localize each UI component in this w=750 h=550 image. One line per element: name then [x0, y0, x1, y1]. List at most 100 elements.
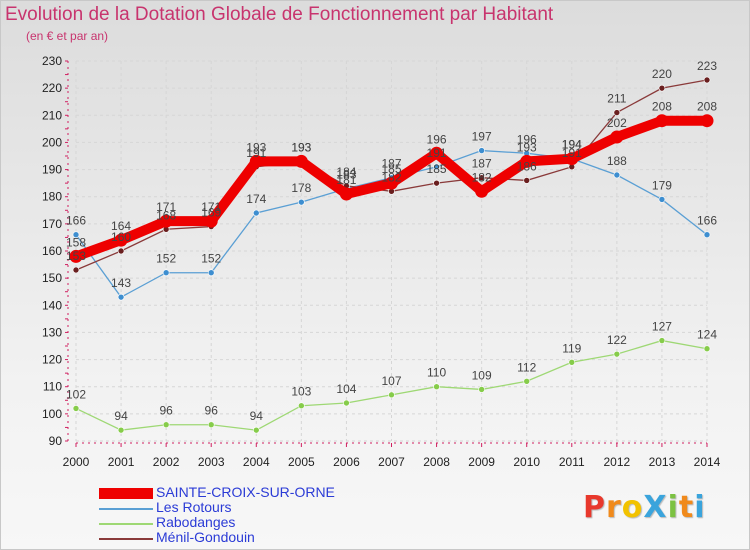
- data-point-menil-gondouin: [117, 247, 125, 255]
- data-label-sainte-croix-sur-orne: 182: [472, 170, 492, 184]
- data-label-sainte-croix-sur-orne: 193: [246, 140, 266, 154]
- legend: SAINTE-CROIX-SUR-ORNE Les Rotours Rabodang…: [99, 484, 379, 546]
- data-point-rabodanges: [162, 421, 170, 429]
- data-label-rabodanges: 94: [114, 409, 128, 423]
- data-point-rabodanges: [433, 383, 440, 391]
- data-label-les-rotours: 178: [291, 181, 311, 195]
- data-label-les-rotours: 187: [381, 157, 401, 171]
- legend-label-sainte-croix-sur-orne: SAINTE-CROIX-SUR-ORNE: [156, 484, 335, 500]
- legend-item-rabodanges: Rabodanges: [99, 514, 379, 531]
- x-tick-label: 2005: [288, 455, 315, 469]
- legend-item-les-rotours: Les Rotours: [99, 499, 379, 516]
- data-label-sainte-croix-sur-orne: 171: [201, 200, 221, 214]
- data-label-menil-gondouin: 182: [381, 170, 401, 184]
- data-point-sainte-croix-sur-orne: [565, 152, 579, 166]
- legend-label-les-rotours: Les Rotours: [156, 499, 232, 515]
- logo-letter: X: [643, 490, 668, 525]
- data-label-rabodanges: 96: [159, 404, 173, 418]
- data-label-menil-gondouin: 185: [427, 162, 447, 176]
- data-point-rabodanges: [658, 337, 666, 344]
- data-point-rabodanges: [72, 405, 80, 412]
- data-label-rabodanges: 119: [562, 341, 581, 355]
- data-label-les-rotours: 179: [652, 178, 672, 192]
- x-tick-label: 2011: [559, 455, 585, 469]
- data-point-rabodanges: [523, 377, 531, 385]
- data-label-rabodanges: 110: [427, 366, 446, 380]
- data-label-rabodanges: 102: [66, 387, 86, 401]
- x-tick-label: 2004: [243, 455, 270, 469]
- legend-swatch-rabodanges: [99, 522, 153, 525]
- data-point-sainte-croix-sur-orne: [655, 114, 669, 128]
- x-tick-label: 2003: [198, 455, 225, 469]
- y-tick-label: 170: [42, 217, 62, 231]
- series-group: [69, 76, 714, 434]
- data-point-rabodanges: [298, 402, 305, 410]
- data-label-menil-gondouin: 193: [291, 140, 311, 154]
- data-label-rabodanges: 124: [697, 328, 717, 342]
- data-point-menil-gondouin: [433, 179, 440, 187]
- data-label-menil-gondouin: 187: [472, 157, 492, 171]
- data-point-sainte-croix-sur-orne: [294, 154, 308, 168]
- y-tick-label: 190: [42, 163, 62, 177]
- data-label-sainte-croix-sur-orne: 171: [156, 200, 176, 214]
- x-tick-label: 2002: [153, 455, 180, 469]
- data-label-menil-gondouin: 169: [201, 206, 221, 220]
- data-point-les-rotours: [117, 293, 125, 301]
- data-label-les-rotours: 183: [336, 168, 356, 182]
- data-point-rabodanges: [252, 426, 260, 434]
- data-label-les-rotours: 191: [427, 146, 447, 160]
- data-label-rabodanges: 96: [205, 404, 219, 418]
- data-label-menil-gondouin: 184: [336, 165, 356, 179]
- chart-subtitle: (en € et par an): [26, 29, 109, 43]
- x-tick-label: 2009: [468, 455, 495, 469]
- data-label-sainte-croix-sur-orne: 194: [562, 138, 582, 152]
- data-point-sainte-croix-sur-orne: [204, 214, 218, 228]
- y-tick-label: 160: [42, 244, 62, 258]
- data-labels: 158 164 171 171 193 193 181 185 196 182 193 194 202 2…: [66, 59, 717, 423]
- logo-letter: r: [606, 490, 622, 525]
- data-label-les-rotours: 143: [111, 276, 131, 290]
- data-point-sainte-croix-sur-orne: [69, 249, 83, 263]
- legend-item-sainte-croix-sur-orne: SAINTE-CROIX-SUR-ORNE: [99, 484, 379, 501]
- data-point-sainte-croix-sur-orne: [114, 233, 128, 247]
- data-point-sainte-croix-sur-orne: [159, 214, 173, 228]
- data-point-les-rotours: [658, 196, 666, 203]
- legend-swatch-les-rotours: [99, 507, 153, 510]
- proxiti-logo: ProXiti: [583, 490, 706, 525]
- data-point-les-rotours: [207, 269, 215, 277]
- data-point-rabodanges: [117, 426, 125, 434]
- y-tick-label: 230: [42, 54, 62, 68]
- legend-item-menil-gondouin: Ménil-Gondouin: [99, 529, 379, 546]
- logo-letter: o: [621, 490, 644, 525]
- data-point-sainte-croix-sur-orne: [249, 154, 263, 168]
- data-label-les-rotours: 194: [562, 138, 582, 152]
- data-point-les-rotours: [298, 198, 305, 206]
- data-label-sainte-croix-sur-orne: 181: [336, 173, 356, 187]
- logo-letter: i: [667, 490, 679, 525]
- data-point-les-rotours: [252, 209, 260, 217]
- data-label-rabodanges: 112: [517, 360, 536, 374]
- legend-label-menil-gondouin: Ménil-Gondouin: [156, 529, 255, 545]
- data-point-rabodanges: [703, 345, 711, 353]
- y-tick-label: 130: [42, 325, 62, 339]
- data-point-rabodanges: [478, 386, 485, 393]
- data-label-menil-gondouin: 220: [652, 67, 672, 81]
- data-label-sainte-croix-sur-orne: 193: [291, 140, 311, 154]
- data-point-les-rotours: [703, 231, 711, 239]
- data-point-les-rotours: [613, 171, 621, 179]
- data-label-sainte-croix-sur-orne: 193: [517, 140, 537, 154]
- data-point-menil-gondouin: [72, 266, 80, 274]
- data-label-menil-gondouin: 191: [246, 146, 266, 160]
- y-tick-label: 140: [42, 298, 62, 312]
- data-label-rabodanges: 94: [250, 409, 264, 423]
- data-label-les-rotours: 188: [607, 154, 627, 168]
- y-tick-label: 150: [42, 271, 62, 285]
- data-point-rabodanges: [343, 399, 350, 407]
- logo-letter: P: [583, 490, 606, 525]
- data-label-rabodanges: 122: [607, 333, 627, 347]
- data-label-sainte-croix-sur-orne: 202: [607, 116, 627, 130]
- data-point-les-rotours: [478, 147, 485, 154]
- data-label-les-rotours: 196: [517, 132, 537, 146]
- data-point-menil-gondouin: [523, 177, 531, 184]
